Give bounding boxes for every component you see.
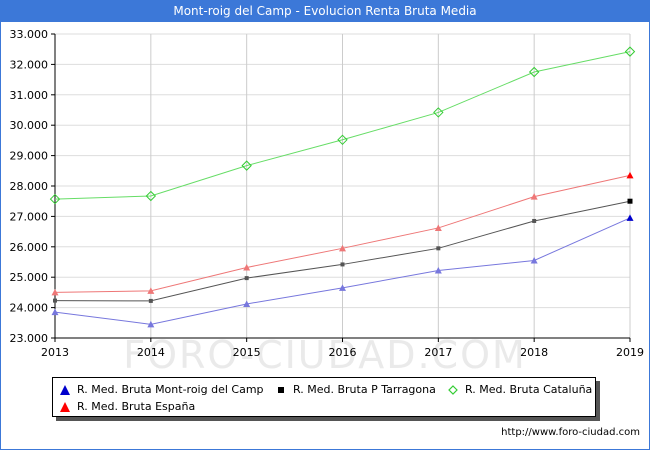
source-url: http://www.foro-ciudad.com — [501, 427, 640, 438]
legend-label: R. Med. Bruta España — [77, 400, 196, 413]
data-point — [340, 262, 345, 267]
data-point — [627, 198, 633, 204]
x-tick-label: 2015 — [233, 346, 261, 359]
data-point — [530, 193, 538, 200]
data-point — [337, 134, 348, 145]
data-point — [145, 190, 157, 202]
data-point — [53, 298, 57, 303]
y-tick-label: 30.000 — [10, 119, 49, 132]
y-tick-label: 33.000 — [10, 28, 49, 41]
green-diamond-icon — [448, 385, 458, 395]
data-point — [244, 276, 249, 281]
y-tick-label: 26.000 — [10, 241, 49, 254]
x-tick-label: 2016 — [329, 346, 357, 359]
data-point — [434, 224, 442, 231]
data-point — [433, 107, 444, 118]
data-point — [339, 244, 346, 252]
data-point — [147, 320, 155, 328]
x-tick-label: 2017 — [424, 346, 452, 359]
data-point — [434, 267, 442, 274]
data-point — [530, 256, 538, 264]
legend-item-mont-roig: R. Med. Bruta Mont-roig del Camp — [59, 383, 264, 397]
data-point — [241, 160, 252, 171]
data-point — [528, 66, 540, 78]
legend-item-cataluna: R. Med. Bruta Cataluña — [447, 383, 592, 397]
watermark: FORO-CIUDAD.COM — [123, 333, 527, 377]
y-tick-label: 27.000 — [10, 210, 49, 223]
data-point — [49, 193, 61, 205]
chart-title: Mont-roig del Camp - Evolucion Renta Bru… — [0, 0, 650, 22]
y-tick-label: 29.000 — [10, 150, 49, 163]
data-point — [51, 308, 59, 316]
blue-triangle-icon — [60, 385, 70, 395]
chart-legend: R. Med. Bruta Mont-roig del Camp R. Med.… — [52, 377, 596, 417]
y-tick-label: 23.000 — [10, 332, 49, 345]
black-square-icon — [278, 387, 284, 393]
y-tick-label: 24.000 — [10, 302, 49, 315]
y-tick-label: 31.000 — [10, 89, 49, 102]
y-tick-label: 25.000 — [10, 271, 49, 284]
data-point — [51, 288, 59, 296]
data-point — [626, 171, 634, 179]
legend-label: R. Med. Bruta Mont-roig del Camp — [77, 383, 264, 396]
data-point — [148, 298, 153, 303]
series-line — [54, 51, 631, 200]
legend-item-espana: R. Med. Bruta España — [59, 400, 195, 414]
x-tick-label: 2018 — [520, 346, 548, 359]
data-point — [532, 218, 537, 223]
data-point — [243, 300, 251, 307]
data-point — [243, 263, 251, 271]
x-tick-label: 2019 — [616, 346, 644, 359]
data-point — [624, 46, 636, 57]
data-point — [436, 246, 441, 251]
data-point — [626, 214, 634, 221]
legend-label: R. Med. Bruta P Tarragona — [293, 383, 436, 396]
y-tick-label: 28.000 — [10, 180, 49, 193]
data-point — [339, 284, 346, 291]
legend-label: R. Med. Bruta Cataluña — [465, 383, 593, 396]
y-tick-label: 32.000 — [10, 58, 49, 71]
x-tick-label: 2014 — [137, 346, 165, 359]
legend-item-tarragona: R. Med. Bruta P Tarragona — [275, 383, 436, 397]
x-tick-label: 2013 — [41, 346, 69, 359]
red-triangle-icon — [60, 402, 70, 412]
data-point — [147, 287, 155, 294]
